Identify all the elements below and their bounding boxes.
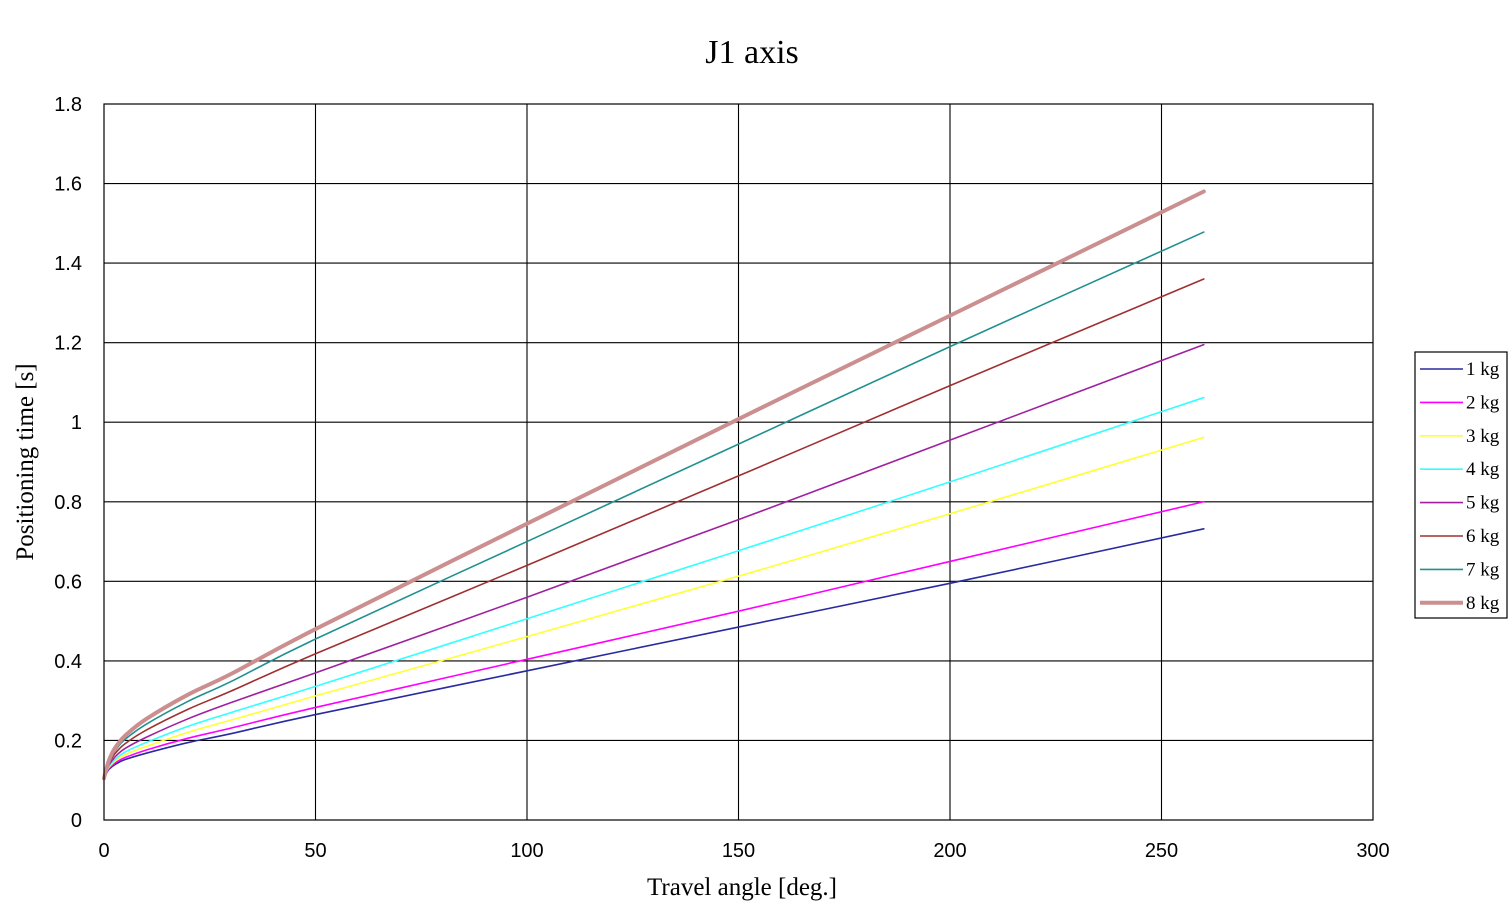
- legend-item: 2 kg: [1420, 392, 1500, 413]
- legend-item: 8 kg: [1420, 593, 1500, 614]
- series-line-3: [103, 436, 1205, 780]
- legend-item: 5 kg: [1420, 493, 1500, 514]
- y-tick-label: 0: [71, 810, 82, 832]
- legend-label: 7 kg: [1466, 559, 1500, 580]
- legend-item: 3 kg: [1420, 426, 1500, 447]
- legend-label: 6 kg: [1466, 526, 1500, 547]
- legend-item: 4 kg: [1420, 459, 1500, 480]
- legend-label: 2 kg: [1466, 392, 1500, 413]
- legend-label: 8 kg: [1466, 593, 1500, 614]
- series-line-7: [103, 231, 1205, 780]
- legend: 1 kg 2 kg 3 kg 4 kg 5 kg 6 kg 7 kg 8 kg: [1414, 351, 1508, 619]
- legend-label: 4 kg: [1466, 459, 1500, 480]
- series-line-4: [103, 396, 1205, 780]
- y-tick-label: 1.4: [54, 253, 82, 275]
- series-line-1: [103, 528, 1205, 780]
- y-tick-label: 1.6: [54, 174, 82, 196]
- legend-item: 7 kg: [1420, 559, 1500, 580]
- legend-items: 1 kg 2 kg 3 kg 4 kg 5 kg 6 kg 7 kg 8 kg: [1420, 359, 1500, 614]
- legend-item: 1 kg: [1420, 359, 1500, 380]
- x-tick-label: 300: [1356, 840, 1389, 862]
- plot-frame: [103, 103, 1374, 821]
- series-line-6: [103, 278, 1205, 780]
- grid-layer: [104, 104, 1373, 820]
- y-tick-label: 1: [71, 412, 82, 434]
- y-tick-label: 1.8: [54, 94, 82, 116]
- legend-item: 6 kg: [1420, 526, 1500, 547]
- tick-layer: 0 50 100 150 200 250 300 0 0.2 0.4 0.6 0.8 1 1.2 1.4 1.…: [54, 94, 1390, 862]
- x-tick-label: 250: [1145, 840, 1178, 862]
- y-axis-label: Positioning time [s]: [12, 363, 39, 560]
- y-tick-label: 0.2: [54, 730, 82, 752]
- chart-title: J1 axis: [705, 34, 799, 71]
- x-tick-label: 50: [304, 840, 326, 862]
- x-tick-label: 150: [722, 840, 755, 862]
- legend-label: 5 kg: [1466, 493, 1500, 514]
- y-tick-label: 0.6: [54, 571, 82, 593]
- series-line-8: [102, 189, 1206, 781]
- legend-label: 3 kg: [1466, 426, 1500, 447]
- x-tick-label: 200: [933, 840, 966, 862]
- y-tick-label: 0.4: [54, 651, 82, 673]
- series-layer: [102, 189, 1206, 781]
- x-tick-label: 100: [510, 840, 543, 862]
- y-tick-label: 0.8: [54, 492, 82, 514]
- legend-box: [1414, 351, 1508, 619]
- series-line-5: [103, 343, 1205, 780]
- y-tick-label: 1.2: [54, 333, 82, 355]
- series-line-2: [103, 500, 1205, 780]
- x-tick-label: 0: [98, 840, 109, 862]
- x-axis-label: Travel angle [deg.]: [647, 874, 837, 901]
- legend-label: 1 kg: [1466, 359, 1500, 380]
